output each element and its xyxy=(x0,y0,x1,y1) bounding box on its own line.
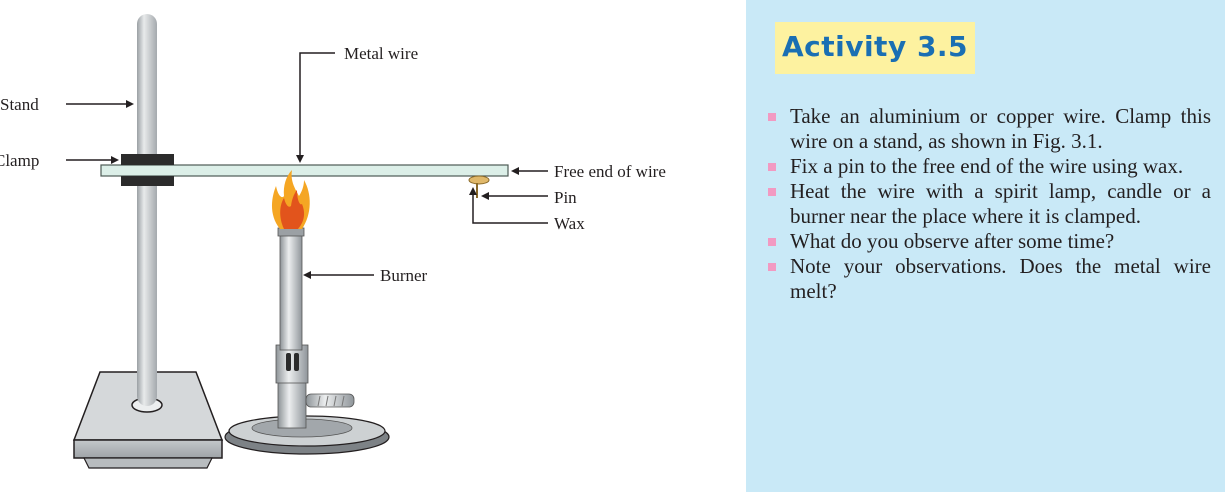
bullet-icon xyxy=(768,163,776,171)
experiment-figure: Stand Clamp Metal wire Free end of wire … xyxy=(0,0,730,492)
list-item: Note your observations. Does the metal w… xyxy=(766,254,1211,304)
label-free-end: Free end of wire xyxy=(554,163,666,180)
activity-title-box: Activity 3.5 xyxy=(775,22,975,74)
list-item: What do you observe after some time? xyxy=(766,229,1211,254)
stand-rod xyxy=(137,14,157,406)
bullet-icon xyxy=(768,188,776,196)
label-burner: Burner xyxy=(380,267,427,284)
list-item: Take an aluminium or copper wire. Clamp … xyxy=(766,104,1211,154)
label-metal-wire: Metal wire xyxy=(344,45,418,62)
label-clamp: Clamp xyxy=(0,152,39,169)
label-wax: Wax xyxy=(554,215,585,232)
label-stand: Stand xyxy=(0,96,39,113)
flame xyxy=(272,170,310,229)
activity-steps: Take an aluminium or copper wire. Clamp … xyxy=(766,104,1211,304)
activity-title: Activity 3.5 xyxy=(775,30,975,64)
activity-panel: Activity 3.5 Take an aluminium or copper… xyxy=(746,0,1225,492)
step-text: Take an aluminium or copper wire. Clamp … xyxy=(790,104,1211,154)
list-item: Heat the wire with a spirit lamp, candle… xyxy=(766,179,1211,229)
step-text: What do you observe after some time? xyxy=(790,229,1211,254)
step-text: Fix a pin to the free end of the wire us… xyxy=(790,154,1211,179)
bullet-icon xyxy=(768,113,776,121)
label-pin: Pin xyxy=(554,189,577,206)
apparatus-drawing xyxy=(0,0,730,492)
step-text: Heat the wire with a spirit lamp, candle… xyxy=(790,179,1211,229)
step-text: Note your observations. Does the metal w… xyxy=(790,254,1211,304)
burner xyxy=(225,228,389,454)
bullet-icon xyxy=(768,238,776,246)
list-item: Fix a pin to the free end of the wire us… xyxy=(766,154,1211,179)
bullet-icon xyxy=(768,263,776,271)
